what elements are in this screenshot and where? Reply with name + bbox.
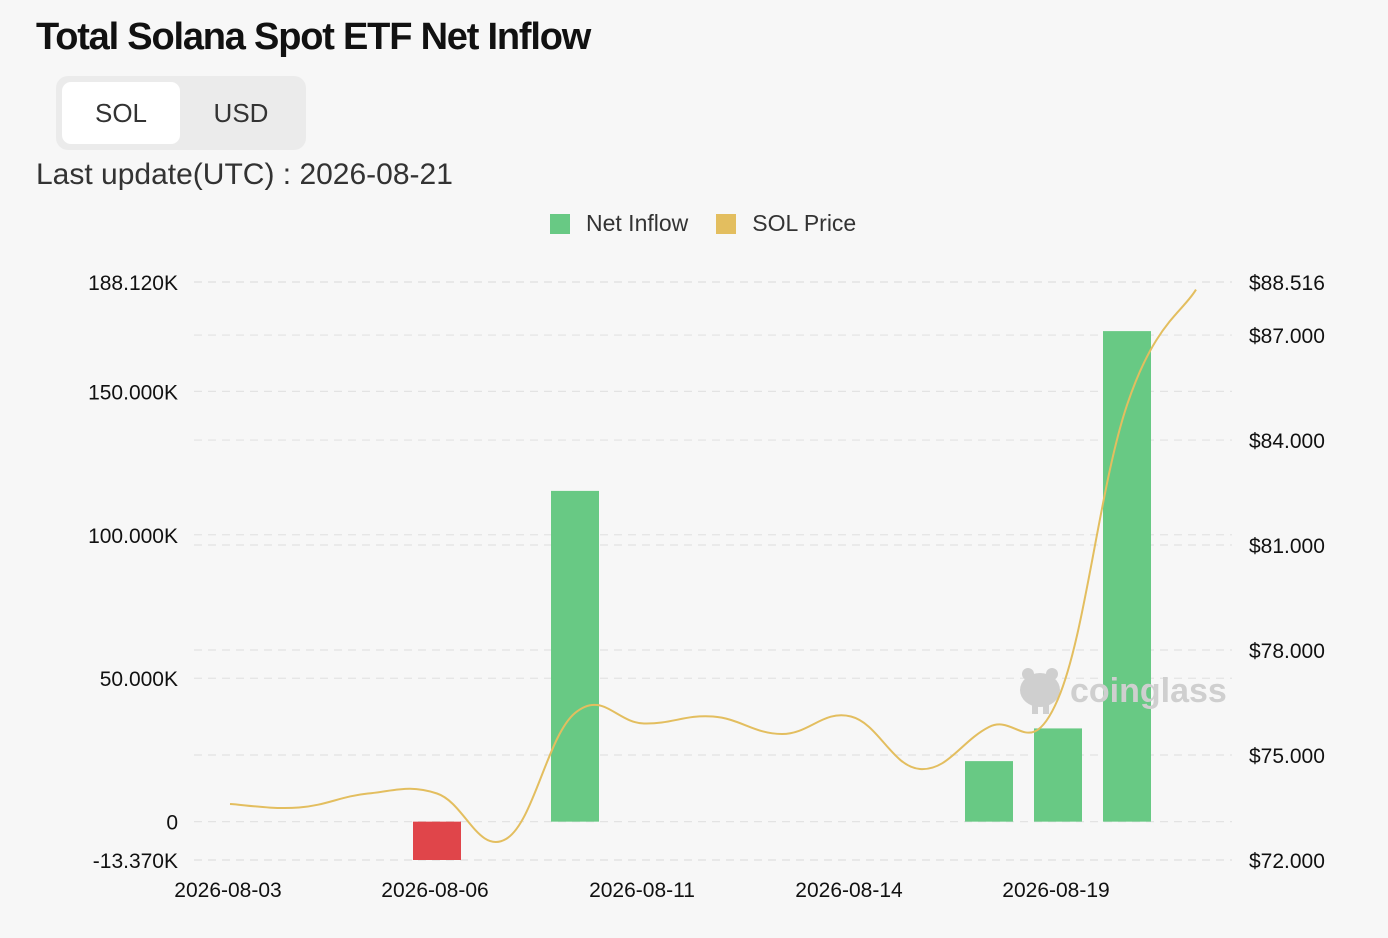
chart-title: Total Solana Spot ETF Net Inflow (36, 16, 591, 58)
x-tick-label: 2026-08-06 (381, 879, 488, 902)
y-right-tick-label: $84.000 (1249, 430, 1325, 453)
net-inflow-bar (551, 490, 599, 822)
legend-label-sol-price: SOL Price (752, 210, 857, 236)
last-update-text: Last update(UTC) : 2026-08-21 (36, 158, 453, 191)
chart-legend: Net Inflow SOL Price (550, 210, 856, 237)
net-inflow-bar (965, 761, 1013, 822)
x-tick-label: 2026-08-14 (795, 879, 903, 902)
toggle-usd-button[interactable]: USD (213, 97, 269, 128)
legend-swatch-sol-price (716, 213, 737, 234)
sol-price-line (229, 289, 1197, 843)
y-left-tick-label: 50.000K (100, 668, 178, 691)
axis-layer: -13.370K 0 50.000K 100.000K 150.000K 188.120K… (88, 272, 1325, 902)
legend-label-net-inflow: Net Inflow (586, 210, 689, 236)
legend-item-sol-price[interactable]: SOL Price (716, 210, 856, 237)
legend-swatch-net-inflow (550, 213, 570, 234)
watermark: coinglass (1020, 668, 1227, 714)
watermark-text: coinglass (1070, 672, 1227, 710)
y-right-tick-label: $88.516 (1249, 272, 1325, 295)
y-right-tick-label: $81.000 (1249, 535, 1325, 558)
y-left-tick-label: 150.000K (88, 381, 178, 404)
grid-layer (194, 281, 1232, 861)
x-tick-label: 2026-08-19 (1002, 879, 1109, 902)
y-right-tick-label: $72.000 (1249, 850, 1325, 873)
net-inflow-bar (1103, 331, 1151, 822)
x-tick-label: 2026-08-03 (174, 879, 281, 902)
unit-toggle: SOL USD (56, 76, 306, 150)
y-left-tick-label: 0 (166, 812, 178, 835)
net-inflow-bar (413, 821, 461, 860)
bars-layer (413, 331, 1151, 860)
y-left-tick-label: 100.000K (88, 525, 178, 548)
y-left-tick-label: -13.370K (93, 850, 178, 873)
legend-item-net-inflow[interactable]: Net Inflow (550, 210, 688, 237)
y-right-tick-label: $87.000 (1249, 325, 1325, 348)
net-inflow-bar (1034, 728, 1082, 822)
x-tick-label: 2026-08-11 (589, 879, 695, 902)
y-right-tick-label: $75.000 (1249, 745, 1325, 768)
toggle-sol-button[interactable]: SOL (62, 82, 180, 144)
coinglass-logo-icon (1020, 668, 1060, 714)
y-right-tick-label: $78.000 (1249, 640, 1325, 663)
y-left-tick-label: 188.120K (88, 272, 178, 295)
